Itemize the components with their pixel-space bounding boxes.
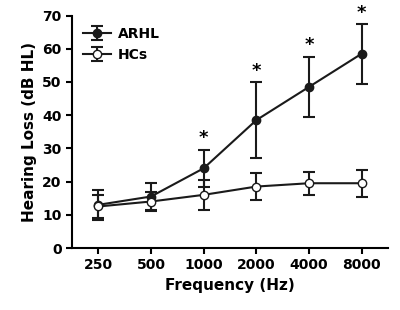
Text: *: *: [252, 62, 261, 80]
Y-axis label: Hearing Loss (dB HL): Hearing Loss (dB HL): [22, 42, 37, 222]
Text: *: *: [357, 4, 366, 22]
Text: *: *: [304, 36, 314, 54]
Legend: ARHL, HCs: ARHL, HCs: [79, 22, 164, 66]
Text: *: *: [199, 129, 208, 147]
X-axis label: Frequency (Hz): Frequency (Hz): [165, 278, 295, 293]
